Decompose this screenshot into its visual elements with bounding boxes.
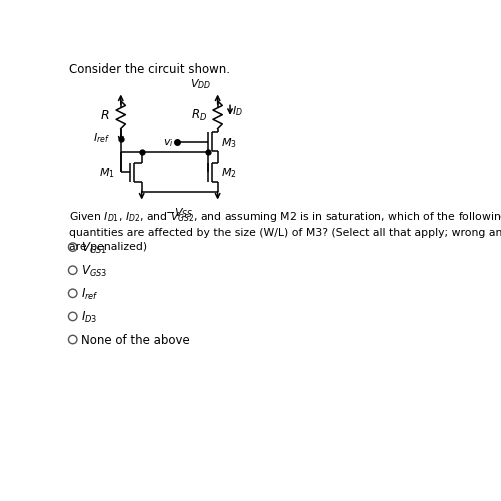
Text: $R$: $R$ xyxy=(100,109,110,122)
Text: $V_{GS1}$: $V_{GS1}$ xyxy=(81,240,107,255)
Text: $V_{GS3}$: $V_{GS3}$ xyxy=(81,263,107,278)
Text: Consider the circuit shown.: Consider the circuit shown. xyxy=(69,63,230,76)
Text: $I_D$: $I_D$ xyxy=(232,104,243,118)
Text: $v_i$: $v_i$ xyxy=(163,136,173,148)
Text: $V_{DD}$: $V_{DD}$ xyxy=(190,77,211,91)
Circle shape xyxy=(69,267,77,275)
Text: $I_{D3}$: $I_{D3}$ xyxy=(81,309,98,324)
Circle shape xyxy=(69,313,77,321)
Circle shape xyxy=(69,243,77,252)
Circle shape xyxy=(69,336,77,344)
Text: $-V_{SS}$: $-V_{SS}$ xyxy=(165,206,194,220)
Text: $M_3$: $M_3$ xyxy=(221,135,236,149)
Text: None of the above: None of the above xyxy=(81,333,190,346)
Text: $I_{ref}$: $I_{ref}$ xyxy=(81,286,99,301)
Text: Given $I_{D1}$, $I_{D2}$, and $V_{GS2}$, and assuming M2 is in saturation, which: Given $I_{D1}$, $I_{D2}$, and $V_{GS2}$,… xyxy=(69,209,501,251)
Text: $I_{ref}$: $I_{ref}$ xyxy=(93,131,110,145)
Text: $M_1$: $M_1$ xyxy=(99,166,115,180)
Circle shape xyxy=(69,290,77,298)
Text: $M_2$: $M_2$ xyxy=(221,166,236,180)
Text: $R_D$: $R_D$ xyxy=(191,108,207,123)
